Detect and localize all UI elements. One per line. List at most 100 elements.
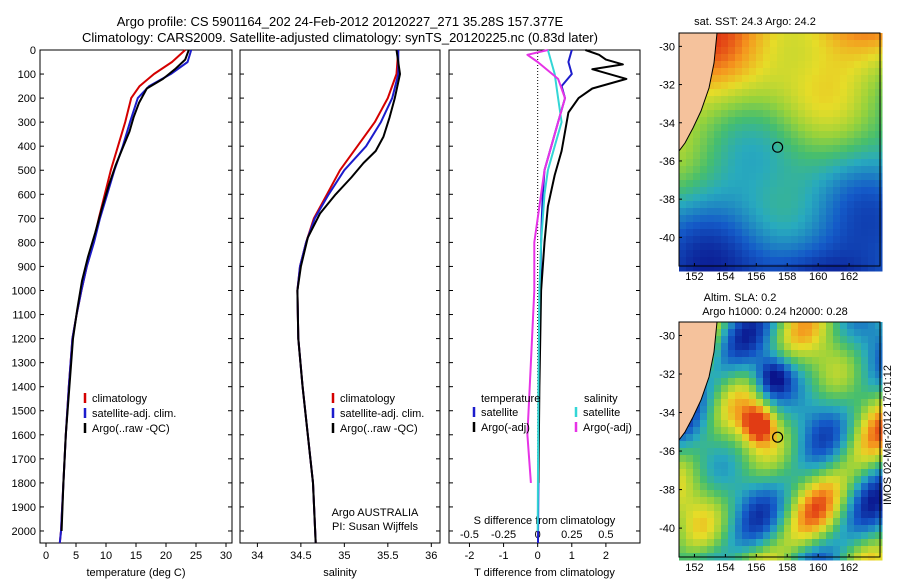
sst-map-cell [812, 40, 820, 48]
sst-map-cell [847, 124, 855, 132]
sla-map-cell [798, 462, 806, 470]
sst-map-cell [735, 96, 743, 104]
sla-map-cell [798, 357, 806, 365]
sst-map-cell [784, 159, 792, 167]
sla-map-cell [798, 329, 806, 337]
sla-map-cell [777, 434, 785, 442]
sst-map-cell [693, 215, 701, 223]
sst-map-cell [756, 173, 764, 181]
sst-map-cell [798, 215, 806, 223]
sla-map-cell [798, 413, 806, 421]
sla-map-cell [868, 476, 876, 484]
sla-map-cell [791, 546, 799, 554]
sst-map-cell [721, 166, 729, 174]
sst-map-cell [861, 159, 869, 167]
sst-map-cell [777, 103, 785, 111]
sst-map-cell [798, 89, 806, 97]
sst-map-cell [826, 138, 834, 146]
sla-map-cell [707, 511, 715, 519]
sla-map-cell [777, 441, 785, 449]
sla-map-cell [819, 539, 827, 547]
sla-map-cell [861, 469, 869, 477]
sst-map-cell [756, 215, 764, 223]
sla-map-cell [868, 455, 876, 463]
sla-map-cell [735, 329, 743, 337]
sst-map-cell [749, 96, 757, 104]
sla-map-cell [875, 525, 883, 533]
sla-map-cell [812, 322, 820, 330]
sst-map-cell [854, 152, 862, 160]
sst-map-cell [826, 257, 834, 265]
sst-map-cell [707, 138, 715, 146]
sst-map-cell [861, 124, 869, 132]
sst-map-cell [742, 243, 750, 251]
sla-map-cell [833, 546, 841, 554]
sla-map-cell [679, 476, 687, 484]
sst-map-ytick-label: -32 [659, 80, 675, 92]
sst-map-cell [742, 82, 750, 90]
sla-map-cell [749, 399, 757, 407]
sla-map-cell [756, 406, 764, 414]
sst-map-cell [777, 180, 785, 188]
temperature-profile-ytick-label: 600 [18, 189, 36, 201]
sla-map-cell [714, 420, 722, 428]
sst-map-cell [770, 40, 778, 48]
sst-map-cell [742, 152, 750, 160]
sst-map-cell [840, 117, 848, 125]
sla-map-cell [700, 504, 708, 512]
sst-map-cell [840, 180, 848, 188]
sla-map-cell [812, 392, 820, 400]
sla-map-cell [749, 525, 757, 533]
sla-map-cell [854, 427, 862, 435]
sst-map-cell [707, 180, 715, 188]
sst-map-cell [707, 173, 715, 181]
sst-map-cell [770, 250, 778, 258]
sla-map-cell [847, 343, 855, 351]
sst-map-cell [854, 264, 862, 272]
sla-map-cell [798, 469, 806, 477]
sst-map-cell [714, 152, 722, 160]
sla-map-cell [700, 399, 708, 407]
sst-map-cell [749, 117, 757, 125]
sla-map-cell [770, 518, 778, 526]
sst-map-cell [763, 131, 771, 139]
sst-map-cell [784, 250, 792, 258]
sla-map-cell [784, 532, 792, 540]
sla-map-cell [875, 357, 883, 365]
sla-map-cell [749, 434, 757, 442]
sla-map-cell [826, 336, 834, 344]
sla-map-cell [833, 511, 841, 519]
sst-map-cell [777, 33, 785, 41]
sla-map-cell [728, 350, 736, 358]
sst-map-cell [805, 229, 813, 237]
sst-map-cell [735, 145, 743, 153]
sst-map-cell [679, 222, 687, 230]
sst-map-cell [728, 145, 736, 153]
sla-map-cell [714, 539, 722, 547]
sla-map-cell [770, 357, 778, 365]
sst-map-cell [749, 243, 757, 251]
sla-map-cell [805, 511, 813, 519]
sst-map-cell [770, 82, 778, 90]
sst-map-cell [735, 159, 743, 167]
sst-map-cell [833, 75, 841, 83]
sst-map-cell [791, 236, 799, 244]
sst-map-cell [812, 187, 820, 195]
sst-map-cell [763, 173, 771, 181]
sla-map-cell [721, 357, 729, 365]
sst-map-cell [756, 33, 764, 41]
sla-map-cell [721, 448, 729, 456]
sla-map-cell [756, 504, 764, 512]
sst-map-cell [847, 110, 855, 118]
sla-map-cell [875, 399, 883, 407]
sst-map-cell [868, 229, 876, 237]
sla-map-cell [784, 518, 792, 526]
sst-map-cell [854, 236, 862, 244]
sla-map-cell [784, 364, 792, 372]
sst-map-cell [777, 145, 785, 153]
sst-map-cell [875, 201, 883, 209]
sst-map-cell [875, 75, 883, 83]
sst-map-cell [770, 201, 778, 209]
sla-map-cell [728, 497, 736, 505]
sla-map-cell [840, 371, 848, 379]
